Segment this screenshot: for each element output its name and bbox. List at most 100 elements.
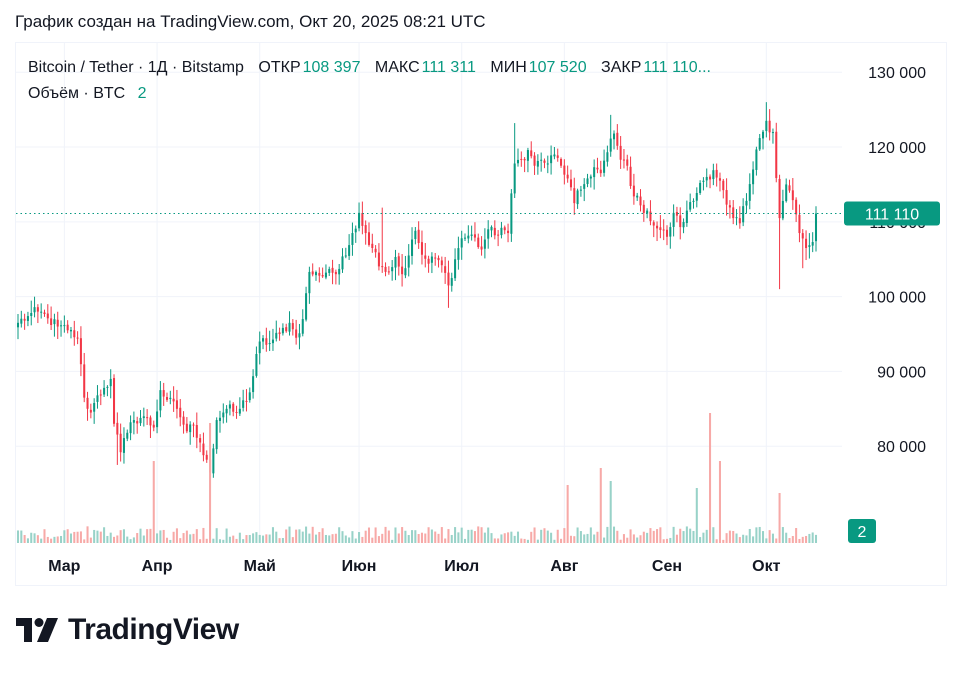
candle-body (222, 412, 225, 418)
candle-body (255, 353, 258, 376)
candle-body (86, 397, 89, 409)
candle-body (348, 245, 351, 256)
volume-bar (99, 531, 102, 543)
candle-body (579, 189, 582, 191)
volume-bar (483, 532, 486, 543)
candle-body (636, 195, 639, 198)
candle-body (728, 205, 731, 208)
candle-body (242, 400, 245, 408)
volume-bar (556, 529, 559, 543)
candle-body (285, 327, 288, 332)
candle-body (699, 182, 702, 193)
candle-body (218, 417, 222, 421)
volume-bar (639, 535, 642, 543)
candle-body (586, 178, 589, 185)
candle-body (798, 214, 801, 234)
candle-body (795, 199, 798, 215)
volume-bar (165, 537, 169, 543)
candle-body (83, 364, 86, 398)
candle-body (26, 316, 29, 321)
chart-legend: Bitcoin / Tether · 1Д · Bitstamp ОТКР 108… (28, 55, 711, 107)
candle-body (487, 229, 490, 239)
volume-bar (546, 530, 549, 543)
candle-body (550, 155, 553, 164)
volume-bar (811, 532, 814, 543)
volume-bar (93, 529, 96, 543)
volume-bar (271, 527, 274, 543)
candle-body (407, 255, 410, 268)
volume-bar (656, 529, 659, 543)
volume-bar (460, 527, 463, 543)
candle-body (358, 212, 361, 229)
volume-bar (709, 413, 712, 543)
candle-body (457, 248, 460, 260)
legend-volume-row: Объём · BTC 2 (28, 81, 711, 107)
volume-bar (192, 533, 195, 543)
volume-bar (490, 533, 493, 543)
candle-body (596, 167, 599, 170)
volume-bar (430, 529, 433, 543)
candle-body (129, 422, 132, 434)
y-tick-label: 120 000 (868, 140, 926, 157)
candle-body (93, 403, 96, 412)
candle-body (265, 338, 268, 345)
candle-body (682, 222, 685, 228)
volume-bar (331, 534, 334, 543)
candle-body (473, 234, 476, 238)
volume-bar (533, 527, 536, 543)
volume-bar (510, 531, 513, 543)
candle-body (391, 267, 394, 272)
candle-body (20, 318, 23, 324)
x-tick-label: Июн (342, 558, 377, 575)
volume-bar (324, 534, 327, 543)
legend-volume-label[interactable]: Объём · BTC (28, 85, 126, 102)
legend-volume-value: 2 (137, 85, 147, 102)
x-tick-label: Апр (142, 558, 173, 575)
volume-bar (252, 533, 255, 543)
tradingview-logo[interactable]: TradingView (16, 612, 239, 648)
candle-body (745, 200, 748, 206)
candle-body (553, 154, 556, 157)
candle-body (679, 215, 682, 228)
candle-body (321, 275, 324, 277)
candle-body (182, 416, 185, 425)
volume-bar (523, 538, 526, 543)
candle-body (738, 218, 741, 224)
volume-bar (497, 538, 500, 543)
volume-badge (848, 519, 876, 543)
volume-bar (136, 533, 139, 543)
candle-body (199, 438, 202, 443)
volume-bar (381, 533, 384, 543)
volume-bar (665, 538, 669, 543)
candle-body (616, 132, 619, 146)
y-tick-label: 100 000 (868, 290, 926, 307)
candle-body (526, 150, 529, 161)
candle-body (732, 207, 735, 219)
legend-symbol[interactable]: Bitcoin / Tether · 1Д · Bitstamp (28, 59, 244, 76)
volume-bar (748, 528, 751, 543)
volume-bar (586, 533, 589, 543)
candle-body (258, 341, 261, 354)
volume-bar (609, 481, 612, 543)
candle-body (367, 232, 371, 245)
volume-bar (344, 535, 347, 543)
volume-bar (440, 527, 443, 543)
candle-body (248, 392, 251, 401)
candle-body (493, 227, 496, 236)
candle-body (785, 184, 788, 202)
volume-bar (172, 531, 175, 543)
candle-body (401, 266, 404, 275)
candle-body (709, 176, 712, 180)
candle-body (639, 196, 642, 206)
volume-bar (401, 527, 404, 543)
volume-bar (566, 485, 569, 543)
candle-body (520, 158, 523, 160)
candle-body (573, 188, 576, 204)
candle-body (801, 233, 804, 239)
candle-body (546, 163, 549, 165)
x-tick-label: Сен (652, 558, 682, 575)
candle-body (599, 169, 602, 174)
volume-bar (371, 537, 374, 543)
